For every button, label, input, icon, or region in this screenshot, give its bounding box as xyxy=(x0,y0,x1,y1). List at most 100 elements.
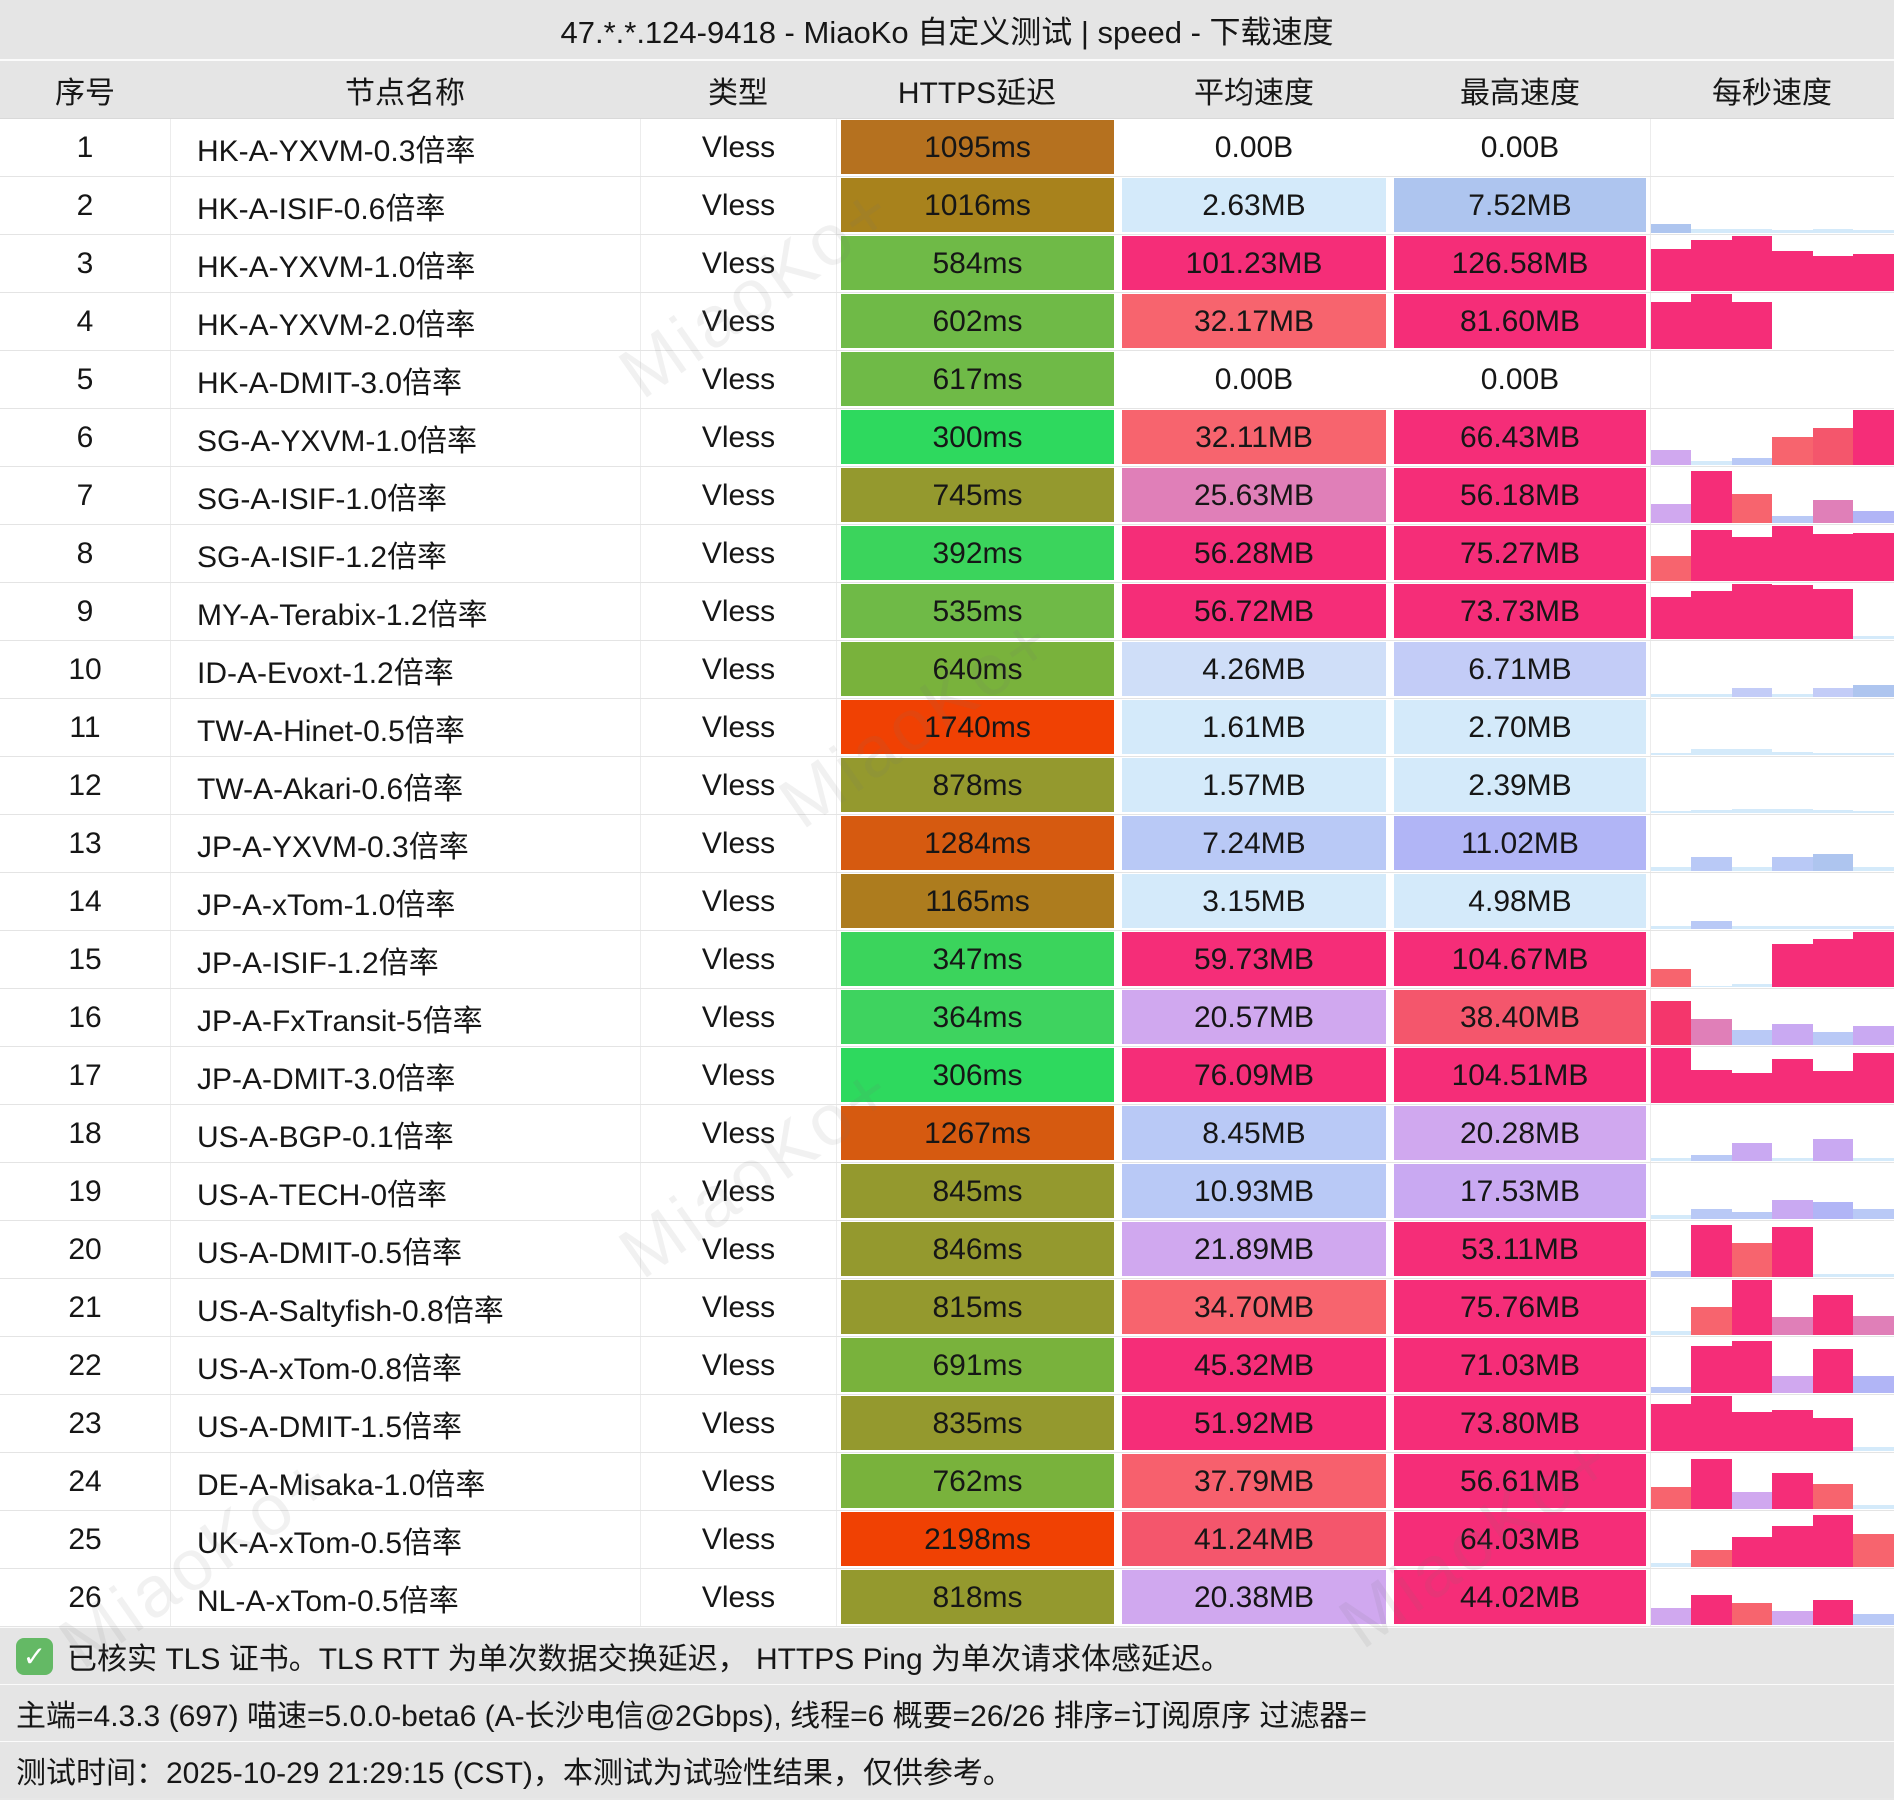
node-type: Vless xyxy=(640,757,836,814)
max-speed-cell: 73.73MB xyxy=(1390,583,1650,640)
node-type: Vless xyxy=(640,815,836,872)
spark-bar xyxy=(1691,986,1732,987)
per-second-speed-chart xyxy=(1650,409,1894,466)
https-latency-cell: 691ms xyxy=(836,1337,1118,1394)
avg-speed-color-swatch xyxy=(1122,178,1386,232)
latency-color-swatch xyxy=(841,932,1114,986)
max-speed-cell: 44.02MB xyxy=(1390,1569,1650,1626)
avg-speed-cell: 21.89MB xyxy=(1118,1221,1390,1278)
max-speed-value: 66.43MB xyxy=(1459,420,1581,454)
spark-bar xyxy=(1651,1331,1692,1335)
spark-bar xyxy=(1731,1412,1773,1451)
spark-bar xyxy=(1812,500,1854,523)
avg-speed-cell: 8.45MB xyxy=(1118,1105,1390,1162)
https-latency-cell: 1284ms xyxy=(836,815,1118,872)
avg-speed-color-swatch xyxy=(1122,1396,1386,1450)
footer-time-text: 测试时间：2025-10-29 21:29:15 (CST)，本测试为试验性结果… xyxy=(16,1757,1013,1790)
row-index: 25 xyxy=(68,1522,102,1556)
avg-speed-value: 20.38MB xyxy=(1193,1580,1315,1614)
node-type: Vless xyxy=(640,1569,836,1626)
avg-speed-color-swatch xyxy=(1122,352,1386,406)
spark-bar xyxy=(1651,249,1692,291)
https-latency-cell: 1267ms xyxy=(836,1105,1118,1162)
spark-bar xyxy=(1651,1001,1692,1045)
table-row: 16 JP-A-FxTransit-5倍率 Vless 364ms 20.57M… xyxy=(0,989,1894,1047)
max-speed-value: 4.98MB xyxy=(1468,884,1572,918)
https-latency-cell: 2198ms xyxy=(836,1511,1118,1568)
avg-speed-color-swatch xyxy=(1122,526,1386,580)
latency-value: 306ms xyxy=(932,1058,1023,1092)
spark-bar xyxy=(1853,1316,1894,1335)
spark-bar xyxy=(1731,458,1773,465)
https-latency-cell: 1740ms xyxy=(836,699,1118,756)
per-second-speed-chart xyxy=(1650,1279,1894,1336)
max-speed-value: 0.00B xyxy=(1480,130,1560,164)
node-name: DE-A-Misaka-1.0倍率 xyxy=(170,1453,640,1510)
spark-bar xyxy=(1772,516,1813,523)
avg-speed-cell: 7.24MB xyxy=(1118,815,1390,872)
max-speed-cell: 71.03MB xyxy=(1390,1337,1650,1394)
table-row: 15 JP-A-ISIF-1.2倍率 Vless 347ms 59.73MB 1… xyxy=(0,931,1894,989)
max-speed-value: 2.39MB xyxy=(1468,768,1572,802)
row-index: 9 xyxy=(76,594,94,628)
spark-bar xyxy=(1731,926,1773,929)
spark-bar xyxy=(1731,1073,1773,1103)
latency-value: 1267ms xyxy=(924,1116,1031,1150)
row-index: 20 xyxy=(68,1232,102,1266)
spark-bar xyxy=(1651,1271,1692,1277)
spark-bar xyxy=(1651,1404,1692,1451)
latency-value: 1284ms xyxy=(924,826,1031,860)
https-latency-cell: 835ms xyxy=(836,1395,1118,1452)
max-speed-color-swatch xyxy=(1394,874,1646,928)
row-index: 5 xyxy=(76,362,94,396)
max-speed-color-swatch xyxy=(1394,410,1646,464)
per-second-speed-chart xyxy=(1650,525,1894,582)
https-latency-cell: 300ms xyxy=(836,409,1118,466)
avg-speed-color-swatch xyxy=(1122,1512,1386,1566)
table-row: 1 HK-A-YXVM-0.3倍率 Vless 1095ms 0.00B 0.0… xyxy=(0,119,1894,177)
https-latency-cell: 745ms xyxy=(836,467,1118,524)
spark-bar xyxy=(1731,1143,1773,1161)
avg-speed-cell: 56.28MB xyxy=(1118,525,1390,582)
node-type: Vless xyxy=(640,1511,836,1568)
node-type: Vless xyxy=(640,931,836,988)
spark-bar xyxy=(1853,867,1894,871)
spark-bar xyxy=(1731,302,1773,349)
max-speed-value: 53.11MB xyxy=(1461,1232,1579,1266)
table-row: 9 MY-A-Terabix-1.2倍率 Vless 535ms 56.72MB… xyxy=(0,583,1894,641)
spark-bar xyxy=(1651,694,1692,697)
latency-value: 745ms xyxy=(932,478,1023,512)
max-speed-value: 71.03MB xyxy=(1459,1348,1581,1382)
max-speed-color-swatch xyxy=(1394,1570,1646,1624)
avg-speed-cell: 51.92MB xyxy=(1118,1395,1390,1452)
node-type: Vless xyxy=(640,989,836,1046)
https-latency-cell: 306ms xyxy=(836,1047,1118,1104)
spark-bar xyxy=(1731,1280,1773,1335)
max-speed-cell: 38.40MB xyxy=(1390,989,1650,1046)
per-second-speed-chart xyxy=(1650,873,1894,930)
spark-bar xyxy=(1853,230,1894,233)
node-name: JP-A-YXVM-0.3倍率 xyxy=(170,815,640,872)
spark-bar xyxy=(1812,1600,1854,1625)
latency-value: 1095ms xyxy=(924,130,1031,164)
max-speed-cell: 20.28MB xyxy=(1390,1105,1650,1162)
node-name: US-A-xTom-0.8倍率 xyxy=(170,1337,640,1394)
spark-bar xyxy=(1731,867,1773,871)
row-index: 19 xyxy=(68,1174,102,1208)
node-name: NL-A-xTom-0.5倍率 xyxy=(170,1569,640,1626)
spark-bar xyxy=(1853,1026,1894,1045)
avg-speed-color-swatch xyxy=(1122,642,1386,696)
spark-bar xyxy=(1853,753,1894,755)
spark-bar xyxy=(1691,1155,1732,1161)
per-second-speed-chart xyxy=(1650,1105,1894,1162)
https-latency-cell: 1095ms xyxy=(836,119,1118,176)
https-latency-cell: 584ms xyxy=(836,235,1118,292)
table-row: 11 TW-A-Hinet-0.5倍率 Vless 1740ms 1.61MB … xyxy=(0,699,1894,757)
avg-speed-color-swatch xyxy=(1122,584,1386,638)
latency-color-swatch xyxy=(841,410,1114,464)
avg-speed-color-swatch xyxy=(1122,816,1386,870)
avg-speed-value: 3.15MB xyxy=(1202,884,1306,918)
spark-bar xyxy=(1772,809,1813,813)
spark-bar xyxy=(1853,1376,1894,1393)
max-speed-value: 104.51MB xyxy=(1451,1058,1589,1092)
